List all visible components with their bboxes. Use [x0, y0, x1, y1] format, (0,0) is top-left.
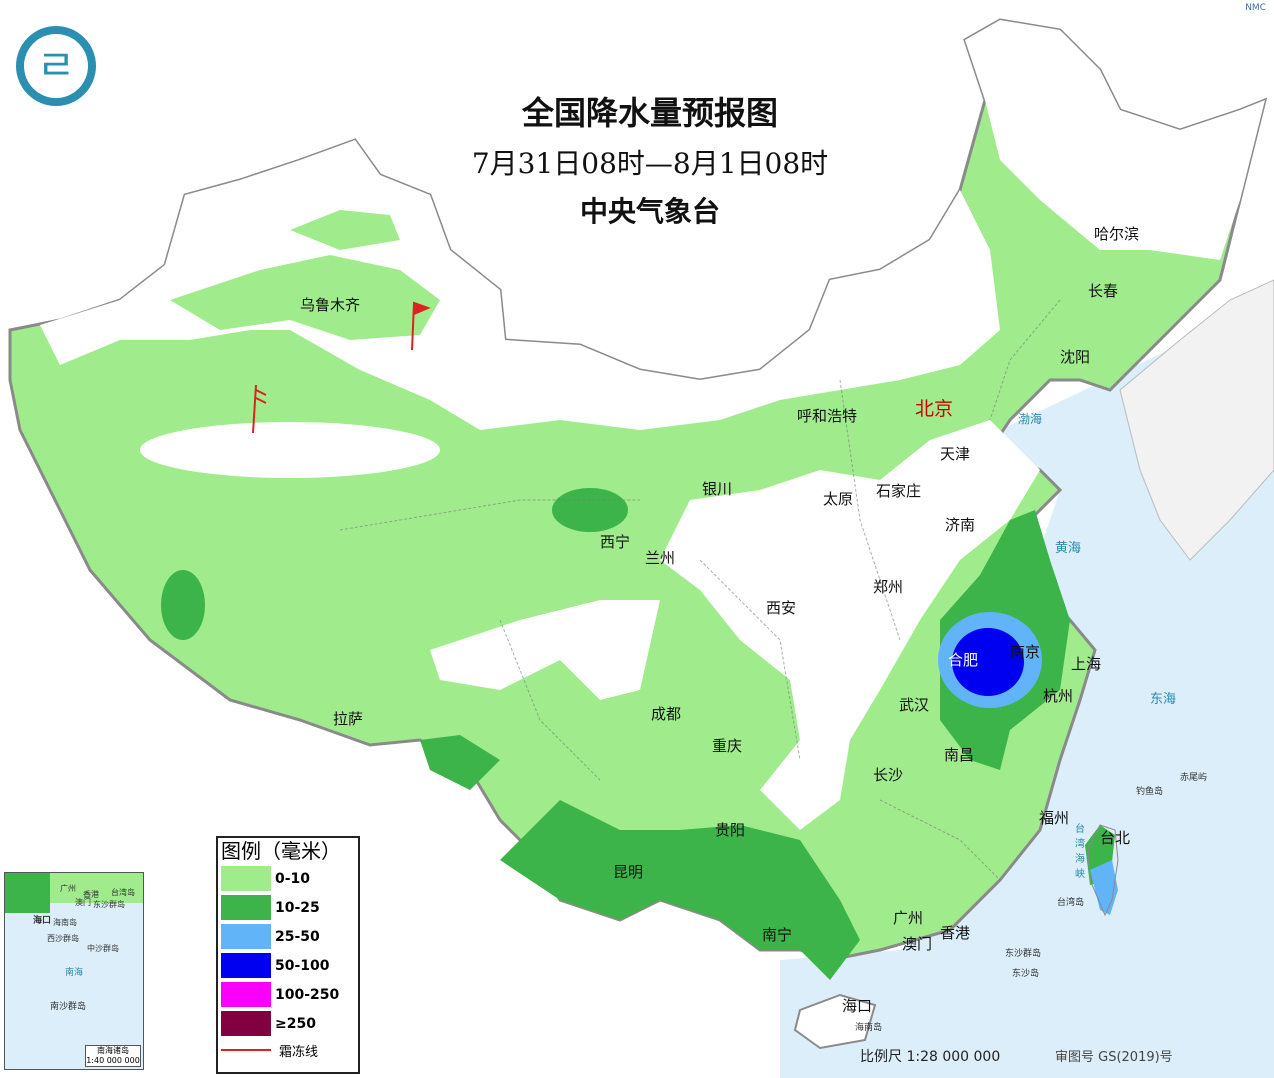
- city-label: 长春: [1088, 282, 1119, 300]
- inset-label: 海南岛: [53, 918, 77, 927]
- inset-label: 南海: [65, 968, 84, 978]
- island-label: 钓鱼岛: [1136, 787, 1164, 797]
- legend-item: 50-100: [218, 951, 358, 980]
- city-label: 兰州: [645, 549, 676, 567]
- city-label: 银川: [702, 480, 733, 498]
- inset-label: 南沙群岛: [50, 1002, 87, 1012]
- sea-label: 台湾海峡: [1075, 824, 1085, 880]
- sea-label: 黄海: [1055, 541, 1082, 556]
- inset-label: 香港: [83, 890, 99, 899]
- city-label: 合肥: [948, 651, 979, 669]
- inset-scale: 1:40 000 000: [86, 1056, 140, 1065]
- inset-label: 海口: [33, 916, 52, 926]
- legend-swatch: [221, 953, 271, 978]
- legend-item: 10-25: [218, 893, 358, 922]
- cma-logo-icon: ㄹ: [16, 26, 96, 106]
- legend-item: ≥250: [218, 1009, 358, 1038]
- city-label: 哈尔滨: [1094, 225, 1140, 243]
- forecast-period: 7月31日08时—8月1日08时: [471, 147, 829, 180]
- legend-frost-item: 霜冻线: [218, 1038, 358, 1062]
- inset-label: 西沙群岛: [47, 934, 79, 943]
- legend-swatch: [221, 924, 271, 949]
- map-title: 全国降水量预报图: [521, 94, 778, 132]
- city-label: 昆明: [613, 863, 644, 881]
- inset-caption-title: 南海诸岛: [97, 1046, 129, 1055]
- frost-line-markers: [252, 301, 431, 434]
- city-label: 南宁: [762, 926, 793, 944]
- legend-swatch: [221, 1011, 271, 1036]
- city-label: 香港: [940, 924, 971, 942]
- city-label: 贵阳: [715, 821, 746, 839]
- legend-label: ≥250: [275, 1015, 316, 1032]
- city-label: 杭州: [1043, 687, 1074, 705]
- legend-swatch: [221, 866, 271, 891]
- inset-label: 澳门: [75, 898, 91, 907]
- city-label: 拉萨: [333, 710, 364, 728]
- sea-label: 渤海: [1018, 412, 1043, 426]
- legend-label: 25-50: [275, 928, 320, 945]
- inset-label: 中沙群岛: [87, 944, 119, 953]
- frost-line-icon: [221, 1049, 271, 1051]
- city-label: 长沙: [873, 766, 904, 784]
- neighbor-land: [1119, 279, 1274, 561]
- no-rain-areas: [40, 20, 1265, 830]
- city-label: 武汉: [899, 696, 930, 714]
- legend-label: 霜冻线: [279, 1044, 319, 1060]
- approval-number: 审图号 GS(2019)号: [1055, 1050, 1173, 1065]
- sea-label: 东海: [1150, 692, 1177, 707]
- city-label: 济南: [945, 516, 976, 534]
- city-label: 澳门: [902, 935, 933, 953]
- city-label: 沈阳: [1060, 348, 1091, 366]
- legend-item: 25-50: [218, 922, 358, 951]
- legend-title: 图例（毫米）: [221, 839, 341, 863]
- inset-caption: 南海诸岛 1:40 000 000: [85, 1045, 141, 1067]
- legend-label: 0-10: [275, 870, 311, 887]
- city-label: 呼和浩特: [797, 407, 858, 425]
- city-label: 乌鲁木齐: [300, 296, 361, 314]
- island-label: 东沙岛: [1012, 969, 1040, 979]
- island-label: 海南岛: [855, 1023, 883, 1033]
- legend-label: 50-100: [275, 957, 330, 974]
- south-china-sea-inset: 广州 香港 澳门 台湾岛 东沙群岛 海口 海南岛 西沙群岛 中沙群岛 南海 南沙…: [4, 872, 144, 1070]
- city-label: 台北: [1100, 829, 1131, 847]
- inset-label: 台湾岛: [111, 888, 135, 897]
- province-borders: [339, 299, 1061, 881]
- legend: 图例（毫米） 0-10 10-25 25-50 50-100 100-250 ≥…: [216, 836, 360, 1074]
- legend-label: 100-250: [275, 986, 340, 1003]
- city-label: 重庆: [712, 737, 743, 755]
- legend-item: 0-10: [218, 864, 358, 893]
- city-label: 福州: [1039, 809, 1070, 827]
- rain-50-100-area: [952, 628, 1024, 696]
- city-label: 西宁: [600, 533, 631, 551]
- island-label: 赤尾屿: [1180, 773, 1208, 783]
- nmc-mark: NMC: [1245, 3, 1266, 13]
- city-label: 太原: [823, 490, 854, 508]
- legend-swatch: [221, 982, 271, 1007]
- hainan-island: [793, 993, 877, 1050]
- city-label: 南京: [1010, 643, 1041, 661]
- issuer: 中央气象台: [579, 195, 720, 228]
- inset-label: 东沙群岛: [93, 900, 125, 909]
- city-label: 南昌: [944, 746, 975, 764]
- legend-swatch: [221, 895, 271, 920]
- capital-label: 北京: [915, 398, 954, 420]
- map-scale: 比例尺 1:28 000 000: [860, 1049, 1001, 1065]
- taiwan-island: [1087, 824, 1119, 917]
- inset-label: 广州: [60, 884, 76, 893]
- city-label: 海口: [842, 997, 873, 1015]
- island-label: 东沙群岛: [1005, 949, 1042, 959]
- legend-item: 100-250: [218, 980, 358, 1009]
- island-label: 台湾岛: [1057, 898, 1085, 908]
- city-label: 成都: [651, 705, 682, 723]
- city-label: 上海: [1071, 655, 1102, 673]
- city-label: 西安: [766, 599, 797, 617]
- city-label: 广州: [893, 909, 924, 927]
- legend-label: 10-25: [275, 899, 320, 916]
- city-label: 石家庄: [876, 482, 922, 500]
- city-label: 郑州: [873, 578, 904, 596]
- city-label: 天津: [940, 445, 971, 463]
